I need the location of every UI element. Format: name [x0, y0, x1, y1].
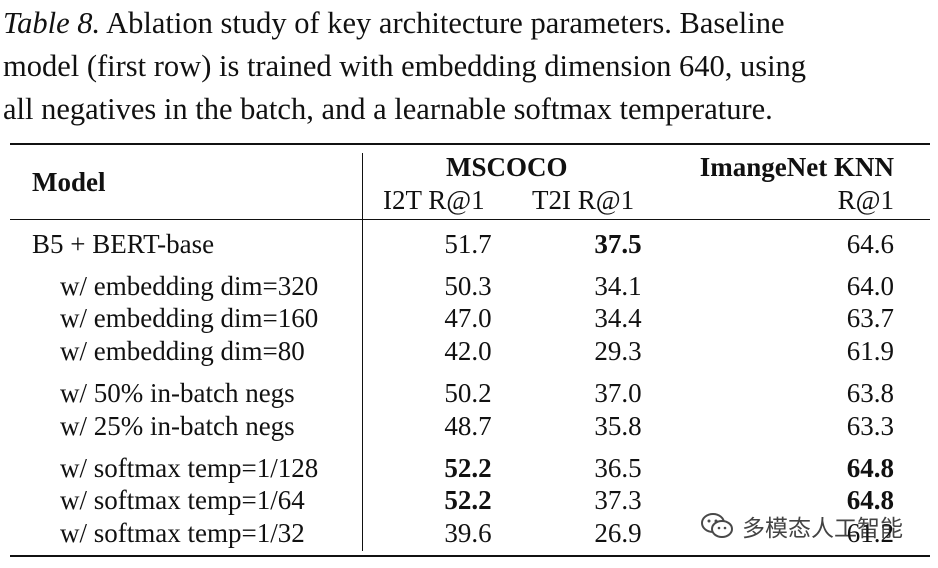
row-knn: 64.8 [846, 453, 894, 483]
header-i2t: I2T R@1 [383, 185, 485, 215]
row-model: w/ 25% in-batch negs [60, 411, 295, 441]
row-i2t: 39.6 [444, 518, 492, 548]
row-model: w/ softmax temp=1/128 [60, 453, 319, 483]
row-knn: 61.9 [846, 336, 894, 366]
caption-label: Table 8. [3, 6, 101, 40]
row-i2t: 47.0 [444, 303, 492, 333]
wechat-icon [701, 513, 733, 538]
row-t2i: 26.9 [594, 518, 642, 548]
row-t2i: 37.5 [594, 229, 642, 259]
row-t2i: 36.5 [594, 453, 642, 483]
row-model: B5 + BERT-base [32, 229, 215, 259]
row-t2i: 37.3 [594, 485, 642, 515]
watermark-text: 多模态人工智能 [742, 516, 903, 542]
table-bottom-rule [10, 555, 930, 557]
row-i2t: 48.7 [444, 411, 492, 441]
row-t2i: 29.3 [594, 336, 642, 366]
table-header-rule [10, 219, 930, 220]
row-i2t: 52.2 [444, 485, 492, 515]
row-i2t: 51.7 [444, 229, 492, 259]
row-t2i: 34.4 [594, 303, 642, 333]
caption-line-2: model (first row) is trained with embedd… [3, 49, 807, 83]
header-mscoco: MSCOCO [446, 152, 568, 182]
row-model: w/ 50% in-batch negs [60, 378, 295, 408]
row-i2t: 42.0 [444, 336, 492, 366]
row-knn: 64.0 [846, 271, 894, 301]
row-knn: 63.7 [846, 303, 894, 333]
row-model: w/ softmax temp=1/64 [60, 485, 305, 515]
row-t2i: 35.8 [594, 411, 642, 441]
row-model: w/ embedding dim=80 [60, 336, 305, 366]
row-t2i: 34.1 [594, 271, 642, 301]
caption-line-3: all negatives in the batch, and a learna… [3, 92, 773, 126]
table-top-rule [10, 143, 930, 145]
row-knn: 64.8 [846, 485, 894, 515]
row-knn: 61.2 [846, 518, 894, 548]
row-knn: 64.6 [846, 229, 894, 259]
column-divider [362, 153, 363, 551]
row-i2t: 50.3 [444, 271, 492, 301]
row-model: w/ embedding dim=320 [60, 271, 319, 301]
row-model: w/ embedding dim=160 [60, 303, 319, 333]
row-knn: 63.8 [846, 378, 894, 408]
caption-line-1: Table 8. Ablation study of key architect… [3, 2, 935, 45]
row-i2t: 50.2 [444, 378, 492, 408]
header-r1: R@1 [837, 185, 894, 215]
header-model: Model [32, 167, 106, 197]
row-knn: 63.3 [846, 411, 894, 441]
table-caption: Table 8. Ablation study of key architect… [3, 2, 935, 131]
header-t2i: T2I R@1 [532, 185, 635, 215]
caption-line-1-text: Ablation study of key architecture param… [100, 6, 785, 40]
header-imagenet-knn: ImangeNet KNN [699, 152, 894, 182]
row-t2i: 37.0 [594, 378, 642, 408]
row-i2t: 52.2 [444, 453, 492, 483]
row-model: w/ softmax temp=1/32 [60, 518, 305, 548]
watermark: 多模态人工智能 [700, 509, 903, 543]
